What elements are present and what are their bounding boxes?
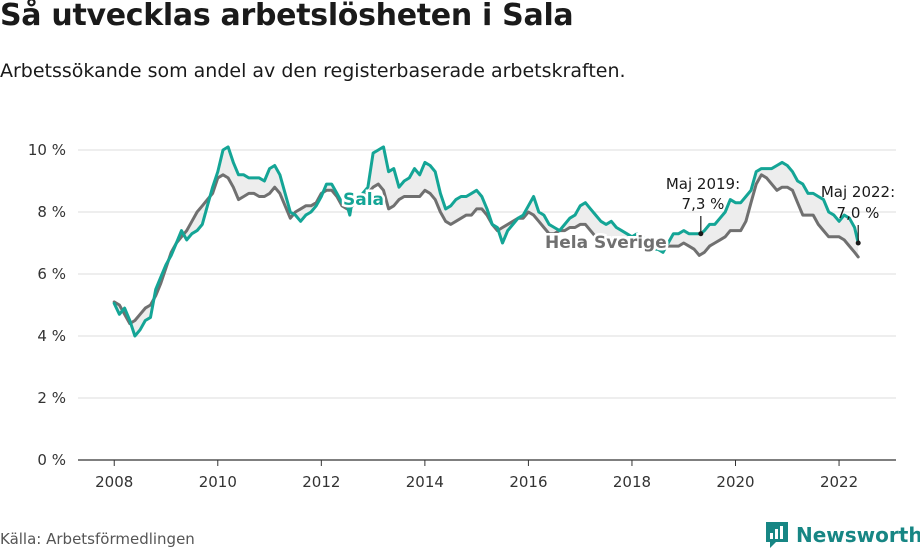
annotation-point-2022 bbox=[855, 240, 861, 246]
annotation-2019-label: Maj 2019: bbox=[666, 175, 740, 193]
series-line-sala bbox=[112, 145, 860, 338]
newsworthy-logo-icon bbox=[766, 522, 788, 548]
annotations: Maj 2019: 7,3 % Maj 2022: 7,0 % bbox=[666, 175, 895, 246]
x-axis: 2008 2010 2012 2014 2016 2018 2020 2022 bbox=[95, 460, 858, 491]
x-tick-label: 2014 bbox=[406, 473, 444, 491]
y-tick-label: 4 % bbox=[37, 327, 66, 345]
x-tick-label: 2016 bbox=[509, 473, 547, 491]
annotation-point-2019 bbox=[698, 231, 704, 237]
x-tick-label: 2022 bbox=[820, 473, 858, 491]
difference-fill bbox=[114, 146, 859, 336]
y-tick-label: 10 % bbox=[28, 141, 66, 159]
x-tick-label: 2018 bbox=[613, 473, 651, 491]
annotation-2019-value: 7,3 % bbox=[682, 195, 725, 213]
difference-area bbox=[114, 146, 859, 336]
series-label-sala: Sala bbox=[343, 190, 384, 210]
series-labels: Sala Hela Sverige bbox=[341, 188, 670, 256]
y-tick-label: 0 % bbox=[37, 451, 66, 469]
chart-title: Så utvecklas arbetslösheten i Sala bbox=[0, 0, 574, 33]
series-lines bbox=[112, 145, 860, 338]
grid-lines: 0 % 2 % 4 % 6 % 8 % 10 % bbox=[28, 141, 896, 469]
x-tick-label: 2012 bbox=[302, 473, 340, 491]
series-line-hela-sverige bbox=[112, 173, 860, 326]
x-tick-label: 2020 bbox=[716, 473, 754, 491]
series-label-hela-sverige: Hela Sverige bbox=[545, 233, 667, 253]
y-tick-label: 8 % bbox=[37, 203, 66, 221]
y-tick-label: 2 % bbox=[37, 389, 66, 407]
brand-logo[interactable]: Newsworthy bbox=[764, 520, 920, 550]
x-tick-label: 2008 bbox=[95, 473, 133, 491]
annotation-2022-value: 7,0 % bbox=[837, 204, 880, 222]
brand-name: Newsworthy bbox=[796, 523, 920, 547]
y-tick-label: 6 % bbox=[37, 265, 66, 283]
source-note: Källa: Arbetsförmedlingen bbox=[0, 530, 195, 548]
chart-subtitle: Arbetssökande som andel av den registerb… bbox=[0, 60, 626, 82]
annotation-2022-label: Maj 2022: bbox=[821, 183, 895, 201]
x-tick-label: 2010 bbox=[199, 473, 237, 491]
